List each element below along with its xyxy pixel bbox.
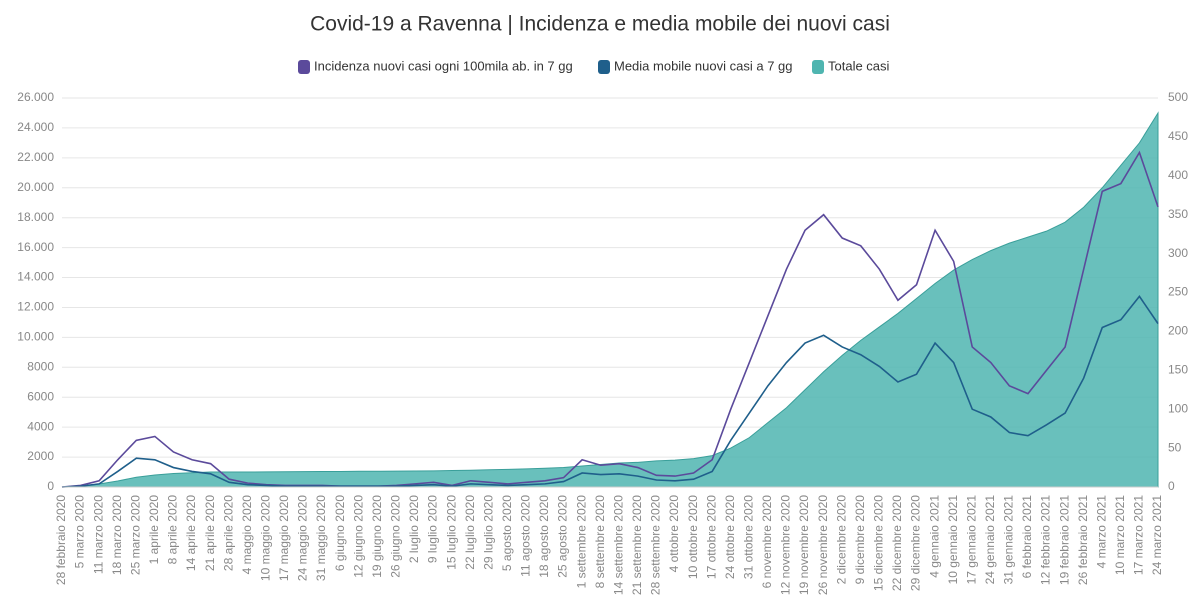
x-tick-label: 15 luglio 2020 [444,495,458,570]
x-tick-label: 1 settembre 2020 [574,495,588,589]
x-tick-label: 10 maggio 2020 [259,495,273,581]
y-tick-label: 2000 [27,449,54,463]
legend-label: Incidenza nuovi casi ogni 100mila ab. in… [314,58,573,73]
x-tick-label: 17 ottobre 2020 [704,495,718,579]
y-tick-label: 20.000 [17,180,54,194]
x-tick-label: 22 luglio 2020 [463,495,477,570]
legend-swatch [298,60,310,74]
x-tick-label: 17 marzo 2021 [1132,495,1146,575]
x-tick-label: 4 maggio 2020 [240,495,254,575]
y2-tick-label: 350 [1168,207,1188,221]
x-tick-label: 2 dicembre 2020 [834,495,848,585]
y-tick-label: 14.000 [17,270,54,284]
y2-tick-label: 250 [1168,285,1188,299]
x-tick-label: 6 giugno 2020 [333,495,347,571]
x-tick-label: 5 agosto 2020 [500,495,514,571]
x-tick-label: 21 aprile 2020 [203,495,217,571]
x-tick-label: 21 settembre 2020 [630,495,644,595]
y2-tick-label: 50 [1168,440,1182,454]
x-tick-label: 8 aprile 2020 [166,495,180,565]
x-tick-label: 17 maggio 2020 [277,495,291,581]
x-tick-label: 9 luglio 2020 [426,495,440,563]
x-tick-label: 10 marzo 2021 [1113,495,1127,575]
x-tick-label: 6 febbraio 2021 [1020,495,1034,579]
x-tick-label: 9 dicembre 2020 [853,495,867,585]
y2-tick-label: 200 [1168,324,1188,338]
y-tick-label: 12.000 [17,300,54,314]
x-tick-label: 15 dicembre 2020 [872,495,886,591]
x-tick-label: 10 ottobre 2020 [686,495,700,579]
y-tick-label: 8000 [27,359,54,373]
legend-swatch [598,60,610,74]
legend-label: Media mobile nuovi casi a 7 gg [614,58,793,73]
y-tick-label: 0 [47,479,54,493]
y2-tick-label: 500 [1168,90,1188,104]
x-tick-label: 14 settembre 2020 [611,495,625,595]
x-tick-label: 31 ottobre 2020 [741,495,755,579]
y2-tick-label: 450 [1168,129,1188,143]
x-tick-label: 26 giugno 2020 [389,495,403,578]
x-tick-label: 12 giugno 2020 [351,495,365,578]
area [61,111,1159,488]
x-tick-label: 26 novembre 2020 [816,495,830,595]
y-tick-label: 16.000 [17,240,54,254]
x-tick-label: 31 gennaio 2021 [1002,495,1016,585]
y-tick-label: 18.000 [17,210,54,224]
x-tick-label: 5 marzo 2020 [73,495,87,569]
x-tick-label: 19 giugno 2020 [370,495,384,578]
x-tick-label: 25 marzo 2020 [128,495,142,575]
x-tick-label: 4 gennaio 2021 [927,495,941,578]
y-tick-label: 10.000 [17,330,54,344]
line [61,150,1159,488]
x-tick-label: 26 febbraio 2021 [1076,495,1090,585]
legend-swatch [812,60,824,74]
x-tick-label: 28 aprile 2020 [221,495,235,571]
x-tick-label: 29 dicembre 2020 [909,495,923,591]
x-tick-label: 4 ottobre 2020 [667,495,681,573]
x-tick-label: 29 luglio 2020 [481,495,495,570]
x-tick-label: 24 maggio 2020 [296,495,310,581]
x-tick-label: 11 marzo 2020 [91,495,105,574]
x-tick-label: 24 gennaio 2021 [983,495,997,585]
x-tick-label: 19 novembre 2020 [797,495,811,595]
x-tick-label: 17 gennaio 2021 [964,495,978,585]
x-tick-label: 11 agosto 2020 [519,495,533,577]
chart-title: Covid-19 a Ravenna | Incidenza e media m… [310,13,890,36]
y2-tick-label: 100 [1168,401,1188,415]
y2-tick-label: 300 [1168,246,1188,260]
x-tick-label: 6 novembre 2020 [760,495,774,589]
x-tick-label: 18 marzo 2020 [110,495,124,575]
y-tick-label: 6000 [27,389,54,403]
line [61,295,1159,488]
x-tick-label: 28 settembre 2020 [649,495,663,595]
y2-tick-label: 150 [1168,362,1188,376]
y2-tick-label: 0 [1168,479,1175,493]
y-tick-label: 26.000 [17,90,54,104]
x-tick-label: 18 agosto 2020 [537,495,551,578]
legend-label: Totale casi [828,58,890,73]
x-tick-label: 14 aprile 2020 [184,495,198,571]
x-tick-label: 19 febbraio 2021 [1057,495,1071,585]
y-tick-label: 24.000 [17,120,54,134]
x-tick-label: 12 novembre 2020 [779,495,793,595]
x-tick-label: 31 maggio 2020 [314,495,328,581]
x-tick-label: 10 gennaio 2021 [946,495,960,585]
x-tick-label: 4 marzo 2021 [1094,495,1108,569]
y-tick-label: 4000 [27,419,54,433]
x-tick-label: 25 agosto 2020 [556,495,570,578]
x-tick-label: 12 febbraio 2021 [1039,495,1053,585]
y2-tick-label: 400 [1168,168,1188,182]
x-tick-label: 24 ottobre 2020 [723,495,737,579]
x-tick-label: 22 dicembre 2020 [890,495,904,591]
x-tick-label: 1 aprile 2020 [147,495,161,565]
y-tick-label: 22.000 [17,150,54,164]
x-tick-label: 24 marzo 2021 [1150,495,1164,575]
x-tick-label: 28 febbraio 2020 [54,495,68,585]
x-tick-label: 2 luglio 2020 [407,495,421,563]
x-tick-label: 8 settembre 2020 [593,495,607,589]
